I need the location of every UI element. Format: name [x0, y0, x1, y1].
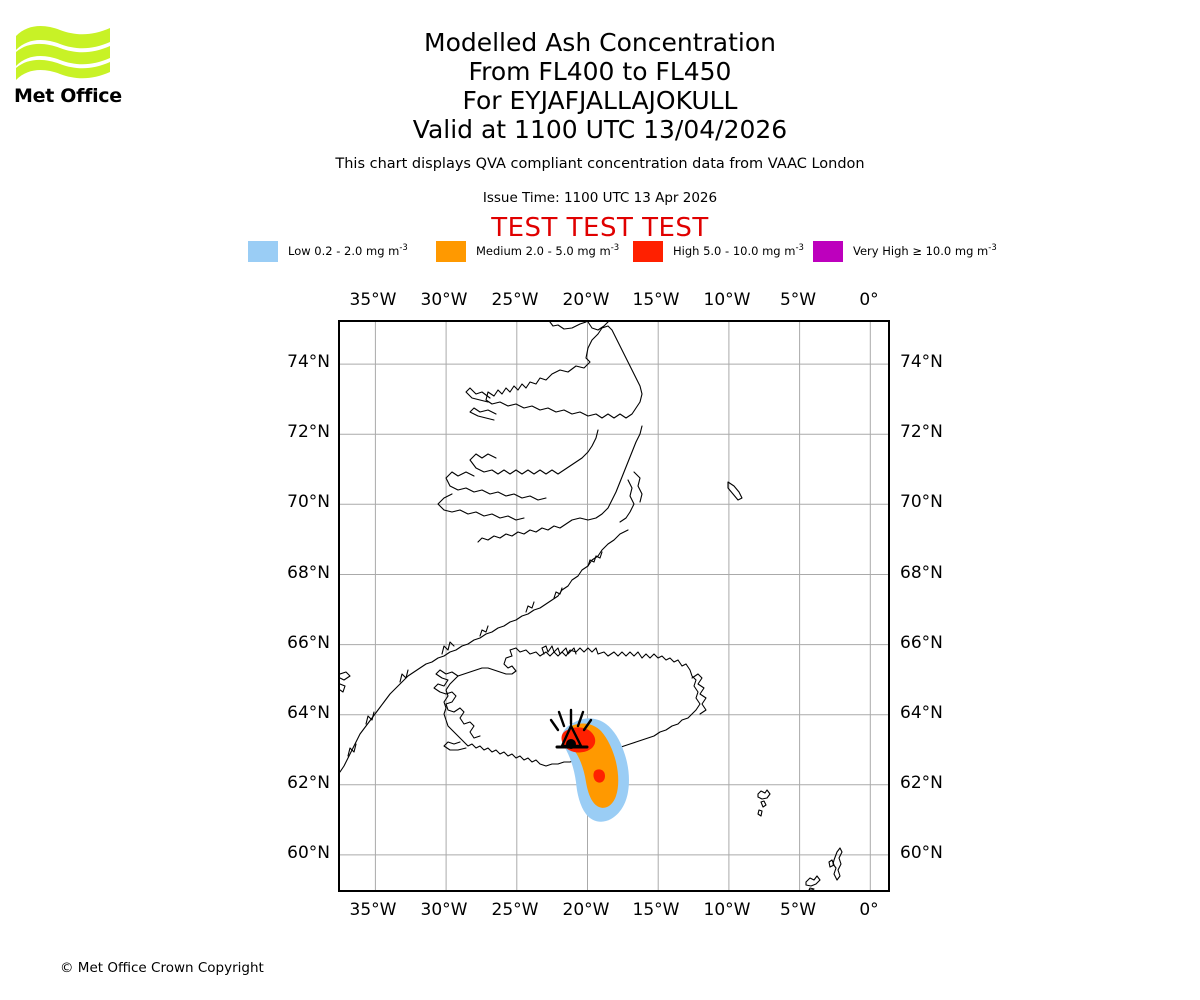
ash-concentration-map: 35°W 30°W 25°W 20°W 15°W 10°W 5°W 0° 35°… — [287, 290, 943, 920]
coastlines — [340, 322, 843, 890]
lon-label-bottom-15w: 15°W — [632, 900, 680, 920]
coastline-greenland-bump-5 — [441, 641, 455, 655]
lat-label-right-60n: 60°N — [900, 843, 943, 863]
coastline-greenland-bump-8 — [347, 743, 357, 757]
legend-item-very-high: Very High ≥ 10.0 mg m-3 — [813, 240, 997, 262]
volcano-name-line: For EYJAFJALLAJOKULL — [462, 86, 738, 115]
coastline-greenland-mid — [477, 425, 643, 543]
coastline-iceland-reykjanes — [443, 741, 467, 751]
coastline-shetland-islands — [828, 847, 843, 881]
lat-label-right-64n: 64°N — [900, 703, 943, 723]
volcano-icon — [549, 708, 593, 749]
coastline-north-fragment-2 — [587, 322, 609, 331]
lat-label-right-72n: 72°N — [900, 422, 943, 442]
concentration-legend: Low 0.2 - 2.0 mg m-3 Medium 2.0 - 5.0 mg… — [248, 240, 1000, 262]
lon-label-bottom-5w: 5°W — [779, 900, 817, 920]
map-gridlines — [340, 322, 888, 890]
legend-label-low: Low 0.2 - 2.0 mg m-3 — [288, 243, 408, 258]
coastline-greenland-bump-1 — [587, 551, 603, 567]
legend-label-medium: Medium 2.0 - 5.0 mg m-3 — [476, 243, 620, 258]
coastline-greenland-fjord-2 — [469, 407, 497, 421]
legend-item-low: Low 0.2 - 2.0 mg m-3 — [248, 240, 408, 262]
coastline-iceland-east-fjords — [691, 673, 707, 715]
coastline-iceland-westfjords — [433, 669, 481, 739]
legend-swatch-medium — [436, 240, 466, 262]
lat-label-left-72n: 72°N — [287, 422, 330, 442]
legend-label-high: High 5.0 - 10.0 mg m-3 — [673, 243, 804, 258]
lon-label-top-5w: 5°W — [779, 290, 817, 310]
coastline-iceland — [443, 647, 701, 767]
ash-contour-high-secondary — [593, 769, 605, 783]
lon-label-bottom-35w: 35°W — [349, 900, 397, 920]
coastline-greenland-inlet-a — [469, 429, 599, 475]
coastline-jan-mayen — [727, 481, 743, 501]
lat-label-right-62n: 62°N — [900, 773, 943, 793]
coastline-greenland-inlet-c — [437, 493, 525, 521]
coastline-orkney-islands — [805, 875, 821, 890]
lat-label-left-64n: 64°N — [287, 703, 330, 723]
coastline-greenland-bump-2 — [553, 587, 563, 599]
coastline-greenland-bump-6 — [399, 669, 409, 683]
issue-time: Issue Time: 1100 UTC 13 Apr 2026 — [482, 190, 718, 206]
lon-label-top-30w: 30°W — [420, 290, 468, 310]
lon-label-top-10w: 10°W — [703, 290, 751, 310]
coastline-greenland-inlet-b — [445, 471, 547, 501]
map-canvas — [340, 322, 888, 890]
chart-title-block: Modelled Ash Concentration From FL400 to… — [0, 28, 1200, 144]
page-title: Modelled Ash Concentration — [424, 28, 776, 57]
lat-label-right-66n: 66°N — [900, 633, 943, 653]
coastline-faroe-islands — [757, 789, 771, 817]
legend-item-high: High 5.0 - 10.0 mg m-3 — [633, 240, 804, 262]
lon-label-bottom-10w: 10°W — [703, 900, 751, 920]
lat-label-right-68n: 68°N — [900, 563, 943, 583]
met-office-waves-icon — [16, 26, 110, 80]
lat-label-left-74n: 74°N — [287, 352, 330, 372]
lat-label-left-60n: 60°N — [287, 843, 330, 863]
met-office-logo: Met Office — [14, 22, 134, 112]
valid-time-line: Valid at 1100 UTC 13/04/2026 — [412, 115, 788, 144]
lon-label-bottom-20w: 20°W — [562, 900, 610, 920]
lat-label-right-70n: 70°N — [900, 492, 943, 512]
lon-label-top-20w: 20°W — [562, 290, 610, 310]
chart-subtitle: This chart displays QVA compliant concen… — [335, 156, 865, 172]
coastline-greenland-peninsula — [619, 479, 635, 523]
legend-swatch-very-high — [813, 240, 843, 262]
coastline-greenland-southwest-bits — [340, 671, 351, 681]
coastline-iceland-north-notches — [541, 645, 577, 655]
flight-level-line: From FL400 to FL450 — [468, 57, 732, 86]
coastline-greenland-bump-7 — [365, 711, 375, 725]
lat-label-left-62n: 62°N — [287, 773, 330, 793]
coastline-greenland-se-diagonal — [340, 529, 629, 773]
lat-label-right-74n: 74°N — [900, 352, 943, 372]
lon-label-top-15w: 15°W — [632, 290, 680, 310]
coastline-greenland-sw-2 — [340, 683, 346, 693]
lon-label-top-25w: 25°W — [491, 290, 539, 310]
legend-item-medium: Medium 2.0 - 5.0 mg m-3 — [436, 240, 619, 262]
lon-label-bottom-25w: 25°W — [491, 900, 539, 920]
copyright-notice: © Met Office Crown Copyright — [60, 960, 264, 976]
lat-label-left-66n: 66°N — [287, 633, 330, 653]
lon-label-bottom-30w: 30°W — [420, 900, 468, 920]
met-office-wordmark: Met Office — [14, 85, 122, 107]
legend-label-very-high: Very High ≥ 10.0 mg m-3 — [853, 243, 997, 258]
ash-plume-group — [561, 718, 629, 822]
coastline-greenland-notch — [633, 471, 643, 503]
coastline-greenland-bump-4 — [479, 625, 489, 637]
coastline-greenland-fjord-1 — [465, 387, 491, 403]
test-banner: TEST TEST TEST — [491, 213, 709, 243]
legend-swatch-high — [633, 240, 663, 262]
coastline-greenland-bump-3 — [525, 601, 535, 613]
lat-label-left-68n: 68°N — [287, 563, 330, 583]
lon-label-bottom-0: 0° — [859, 900, 879, 920]
legend-swatch-low — [248, 240, 278, 262]
coastline-north-fragment — [549, 322, 587, 330]
lon-label-top-0: 0° — [859, 290, 879, 310]
lat-label-left-70n: 70°N — [287, 492, 330, 512]
coastline-greenland-ne — [485, 325, 643, 419]
map-frame — [338, 320, 890, 892]
lon-label-top-35w: 35°W — [349, 290, 397, 310]
